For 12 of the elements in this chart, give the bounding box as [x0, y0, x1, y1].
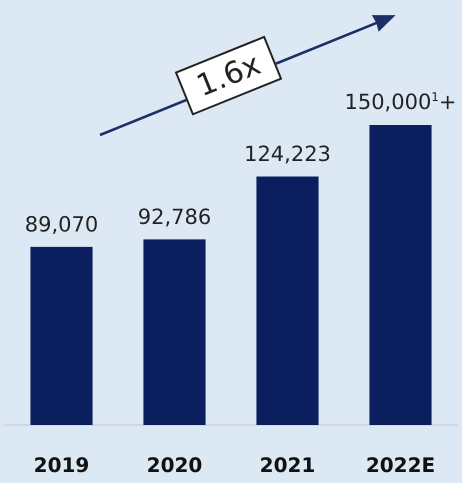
- x-tick-label: 2022E: [366, 453, 436, 477]
- bar: [30, 246, 93, 425]
- data-label: 89,070: [24, 212, 98, 236]
- x-tick-label: 2020: [146, 453, 202, 477]
- text: 1.6x: [174, 35, 283, 116]
- data-label: 92,786: [138, 204, 212, 229]
- bar: [143, 239, 206, 425]
- x-tick-label: 2021: [260, 453, 316, 477]
- bar: [256, 176, 319, 425]
- bar: [369, 125, 432, 425]
- data-label: 124,223: [244, 142, 331, 166]
- x-tick-label: 2019: [34, 453, 90, 477]
